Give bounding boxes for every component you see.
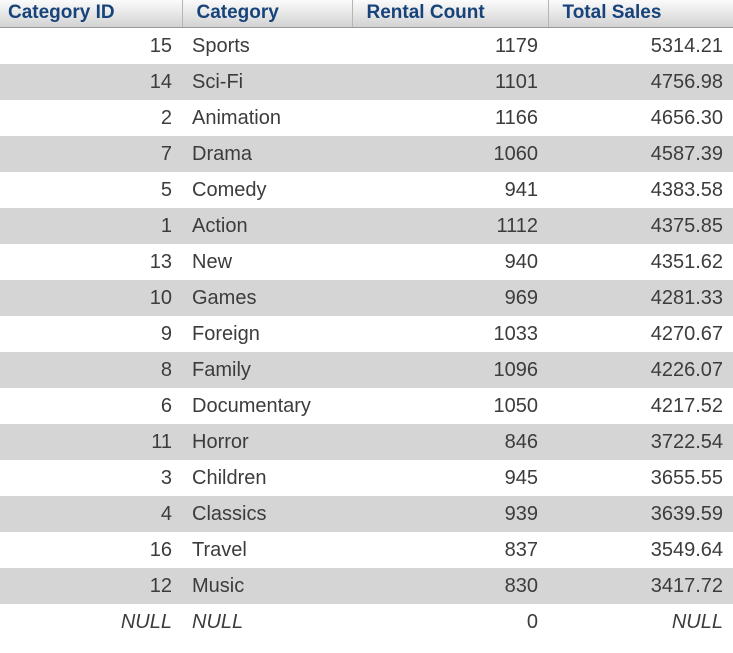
table-cell[interactable]: New bbox=[182, 244, 352, 280]
table-cell[interactable]: Sci-Fi bbox=[182, 64, 352, 100]
table-row: 16 Travel 837 3549.64 bbox=[0, 532, 733, 568]
column-header-rental-count[interactable]: Rental Count bbox=[352, 0, 549, 28]
table-row: 11 Horror 846 3722.54 bbox=[0, 424, 733, 460]
table-cell[interactable]: Action bbox=[182, 208, 352, 244]
table-cell[interactable]: 5314.21 bbox=[548, 27, 733, 64]
table-cell[interactable]: 1060 bbox=[352, 136, 548, 172]
table-cell[interactable]: 1050 bbox=[352, 388, 548, 424]
column-header-category[interactable]: Category bbox=[182, 0, 353, 28]
table-cell[interactable]: Games bbox=[182, 280, 352, 316]
table-cell[interactable]: 10 bbox=[0, 280, 182, 316]
table-cell[interactable]: 14 bbox=[0, 64, 182, 100]
table-cell[interactable]: 13 bbox=[0, 244, 182, 280]
table-row: 6 Documentary 1050 4217.52 bbox=[0, 388, 733, 424]
table-row: 12 Music 830 3417.72 bbox=[0, 568, 733, 604]
table-cell[interactable]: 4226.07 bbox=[548, 352, 733, 388]
table-cell[interactable]: 3417.72 bbox=[548, 568, 733, 604]
table-row: 8 Family 1096 4226.07 bbox=[0, 352, 733, 388]
table-cell[interactable]: 939 bbox=[352, 496, 548, 532]
table-cell[interactable]: 9 bbox=[0, 316, 182, 352]
table-cell[interactable]: 4 bbox=[0, 496, 182, 532]
table-cell[interactable]: 1166 bbox=[352, 100, 548, 136]
table-row: 14 Sci-Fi 1101 4756.98 bbox=[0, 64, 733, 100]
table-header-row: Category ID Category Rental Count Total Sal… bbox=[0, 0, 733, 28]
table-cell[interactable]: 4281.33 bbox=[548, 280, 733, 316]
table-row: 1 Action 1112 4375.85 bbox=[0, 208, 733, 244]
table-row: 2 Animation 1166 4656.30 bbox=[0, 100, 733, 136]
table-cell[interactable]: 4587.39 bbox=[548, 136, 733, 172]
table-cell[interactable]: Music bbox=[182, 568, 352, 604]
table-row: 4 Classics 939 3639.59 bbox=[0, 496, 733, 532]
table-cell[interactable]: Classics bbox=[182, 496, 352, 532]
table-cell[interactable]: Horror bbox=[182, 424, 352, 460]
table-cell[interactable]: 969 bbox=[352, 280, 548, 316]
table-cell[interactable]: 3639.59 bbox=[548, 496, 733, 532]
table-cell[interactable]: Animation bbox=[182, 100, 352, 136]
table-cell[interactable]: NULL bbox=[0, 604, 182, 640]
table-cell[interactable]: Drama bbox=[182, 136, 352, 172]
table-cell[interactable]: 16 bbox=[0, 532, 182, 568]
column-header-category-id[interactable]: Category ID bbox=[0, 0, 183, 28]
table-cell[interactable]: 4375.85 bbox=[548, 208, 733, 244]
table-cell[interactable]: 0 bbox=[352, 604, 548, 640]
table-cell[interactable]: 1096 bbox=[352, 352, 548, 388]
table-cell[interactable]: Children bbox=[182, 460, 352, 496]
table-cell[interactable]: 1 bbox=[0, 208, 182, 244]
table-row: 13 New 940 4351.62 bbox=[0, 244, 733, 280]
table-cell[interactable]: 15 bbox=[0, 27, 182, 64]
table-row: 3 Children 945 3655.55 bbox=[0, 460, 733, 496]
table-row: 5 Comedy 941 4383.58 bbox=[0, 172, 733, 208]
table-cell[interactable]: 12 bbox=[0, 568, 182, 604]
table-cell[interactable]: 5 bbox=[0, 172, 182, 208]
column-header-total-sales[interactable]: Total Sales bbox=[548, 0, 733, 28]
table-cell[interactable]: 4756.98 bbox=[548, 64, 733, 100]
table-cell[interactable]: 1179 bbox=[352, 27, 548, 64]
table-cell[interactable]: 4351.62 bbox=[548, 244, 733, 280]
table-cell[interactable]: Foreign bbox=[182, 316, 352, 352]
table-cell[interactable]: 940 bbox=[352, 244, 548, 280]
table-row: NULL NULL 0 NULL bbox=[0, 604, 733, 640]
table-cell[interactable]: 4656.30 bbox=[548, 100, 733, 136]
table-cell[interactable]: Travel bbox=[182, 532, 352, 568]
table-cell[interactable]: NULL bbox=[182, 604, 352, 640]
table-row: 15 Sports 1179 5314.21 bbox=[0, 27, 733, 64]
table-row: 10 Games 969 4281.33 bbox=[0, 280, 733, 316]
table-cell[interactable]: 4217.52 bbox=[548, 388, 733, 424]
table-cell[interactable]: 1101 bbox=[352, 64, 548, 100]
table-cell[interactable]: Family bbox=[182, 352, 352, 388]
table-cell[interactable]: 846 bbox=[352, 424, 548, 460]
table-cell[interactable]: 8 bbox=[0, 352, 182, 388]
table-cell[interactable]: 4383.58 bbox=[548, 172, 733, 208]
table-cell[interactable]: 2 bbox=[0, 100, 182, 136]
table-cell[interactable]: 1033 bbox=[352, 316, 548, 352]
table-cell[interactable]: 1112 bbox=[352, 208, 548, 244]
table-row: 7 Drama 1060 4587.39 bbox=[0, 136, 733, 172]
table-cell[interactable]: 11 bbox=[0, 424, 182, 460]
table-cell[interactable]: 4270.67 bbox=[548, 316, 733, 352]
table-cell[interactable]: 7 bbox=[0, 136, 182, 172]
table-cell[interactable]: 3549.64 bbox=[548, 532, 733, 568]
table-row: 9 Foreign 1033 4270.67 bbox=[0, 316, 733, 352]
table-cell[interactable]: NULL bbox=[548, 604, 733, 640]
table-cell[interactable]: 945 bbox=[352, 460, 548, 496]
table-cell[interactable]: 6 bbox=[0, 388, 182, 424]
table-cell[interactable]: 3655.55 bbox=[548, 460, 733, 496]
table-cell[interactable]: Comedy bbox=[182, 172, 352, 208]
table-cell[interactable]: 3722.54 bbox=[548, 424, 733, 460]
table-cell[interactable]: 830 bbox=[352, 568, 548, 604]
table-cell[interactable]: 3 bbox=[0, 460, 182, 496]
table-cell[interactable]: 837 bbox=[352, 532, 548, 568]
table-cell[interactable]: Documentary bbox=[182, 388, 352, 424]
table-cell[interactable]: Sports bbox=[182, 27, 352, 64]
table-cell[interactable]: 941 bbox=[352, 172, 548, 208]
